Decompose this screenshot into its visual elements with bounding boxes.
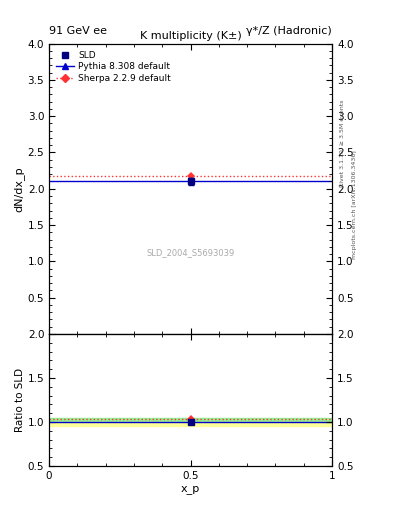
Bar — [49, 422, 332, 426]
Text: 91 GeV ee: 91 GeV ee — [49, 26, 107, 36]
X-axis label: x_p: x_p — [181, 483, 200, 494]
Text: γ*/Z (Hadronic): γ*/Z (Hadronic) — [246, 26, 332, 36]
Legend: SLD, Pythia 8.308 default, Sherpa 2.2.9 default: SLD, Pythia 8.308 default, Sherpa 2.2.9 … — [53, 48, 173, 86]
Bar — [49, 417, 332, 422]
Title: K multiplicity (K±): K multiplicity (K±) — [140, 31, 241, 41]
Text: mcplots.cern.ch [arXiv:1306.3436]: mcplots.cern.ch [arXiv:1306.3436] — [352, 151, 357, 259]
Y-axis label: dN/dx_p: dN/dx_p — [14, 166, 25, 211]
Y-axis label: Ratio to SLD: Ratio to SLD — [15, 368, 25, 432]
Text: Rivet 3.1.10, ≥ 3.5M events: Rivet 3.1.10, ≥ 3.5M events — [340, 100, 345, 187]
Text: SLD_2004_S5693039: SLD_2004_S5693039 — [147, 248, 235, 257]
